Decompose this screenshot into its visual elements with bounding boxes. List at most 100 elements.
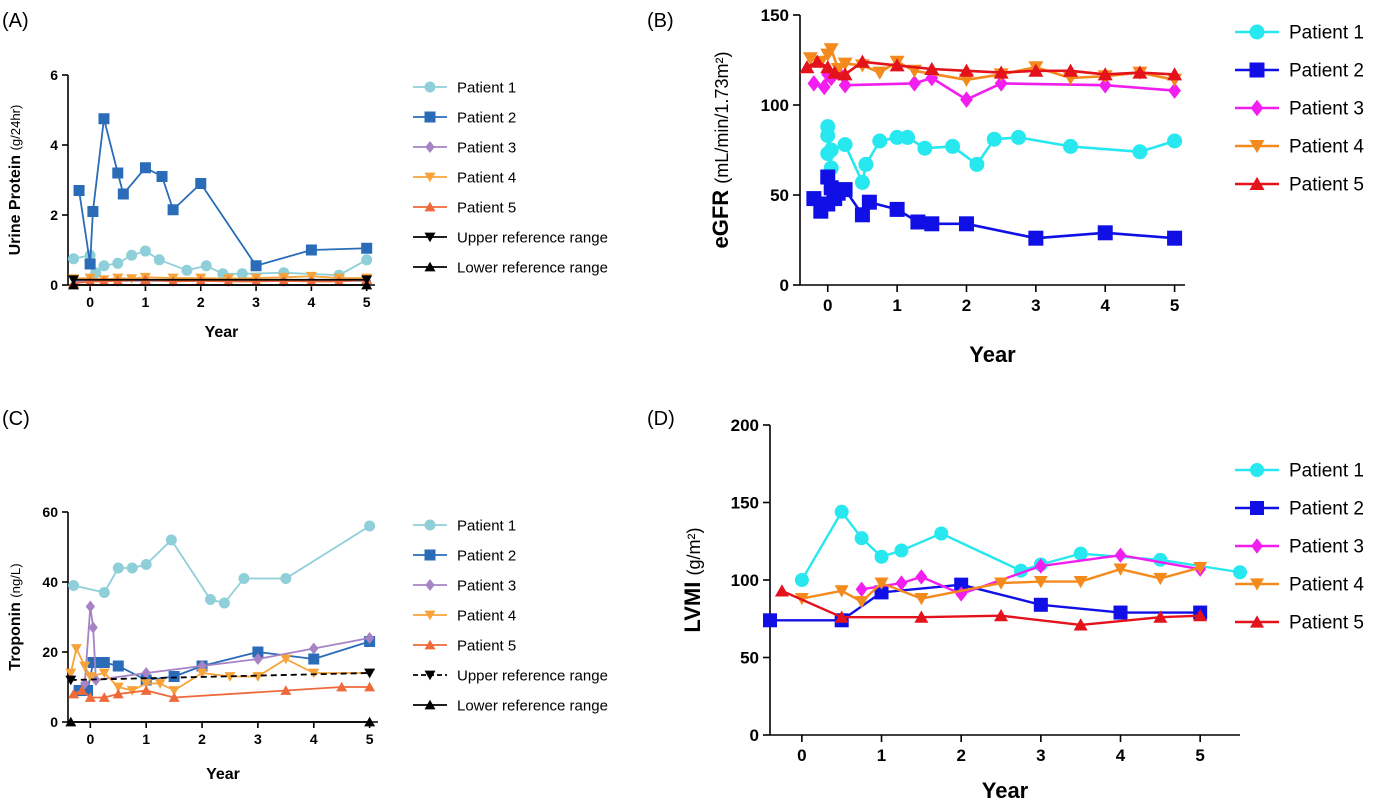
panel-c-y-tick-label: 0 <box>50 714 58 730</box>
panel-c-point-patient-5 <box>336 681 348 692</box>
panel-a-point-patient-5 <box>305 276 317 286</box>
panel-b-x-tick-label: 5 <box>1170 296 1179 315</box>
panel-b-legend-marker <box>1249 176 1265 190</box>
panel-a-legend-label: Patient 5 <box>457 199 516 216</box>
panel-b-point-patient-1 <box>945 138 961 154</box>
panel-d-legend-item-patient-5: Patient 5 <box>1235 613 1364 634</box>
panel-c-point-patient-2 <box>82 685 94 696</box>
panel-c-x-tick-label: 4 <box>310 731 318 747</box>
panel-b-series-patient-2 <box>806 169 1183 246</box>
panel-b-point-patient-1 <box>823 142 839 158</box>
panel-b-point-patient-5 <box>1132 65 1148 79</box>
panel-c-x-tick-label: 3 <box>254 731 262 747</box>
panel-c-y-tick-label: 60 <box>42 504 58 520</box>
panel-d-legend-item-patient-4: Patient 4 <box>1235 575 1364 596</box>
panel-c-legend-label: Patient 1 <box>457 517 516 534</box>
panel-d-point-patient-5 <box>914 610 929 623</box>
panel-a-legend-marker <box>424 232 436 243</box>
panel-b-y-axis-label: eGFR (mL/min/1.73m²) <box>708 51 733 248</box>
panel-d-y-tick-label: 150 <box>731 494 759 513</box>
panel-d-legend-marker <box>1250 501 1264 515</box>
panel-b-axes: 0 50 100 150 0 1 2 3 4 5 Year eGFR (mL/min/1.73m²) <box>708 6 1185 367</box>
panel-d-label: (D) <box>647 408 675 430</box>
panel-c-point-patient-1 <box>218 597 230 609</box>
panel-a-legend-item-patient-3: Patient 3 <box>413 139 516 156</box>
panel-c-point-patient-2 <box>112 660 124 672</box>
panel-d-point-patient-4 <box>914 593 929 606</box>
panel-d-point-patient-4 <box>994 577 1009 590</box>
panel-c-point-patient-4 <box>196 668 208 679</box>
panel-d-x-tick-label: 0 <box>797 746 806 765</box>
panel-b-point-patient-2 <box>924 216 940 232</box>
panel-c-point-patient-4 <box>140 679 152 689</box>
panel-c-legend-label: Lower reference range <box>457 697 608 714</box>
panel-d-point-patient-1 <box>874 549 889 564</box>
panel-b-y-tick-label: 50 <box>770 186 789 205</box>
panel-c-x-tick-label: 1 <box>142 731 150 747</box>
panel-c-point-patient-4 <box>280 654 292 665</box>
panel-c-legend-marker <box>424 549 436 561</box>
panel-c-point-patient-3 <box>80 677 90 690</box>
panel-b-x-tick-label: 0 <box>823 296 832 315</box>
panel-c-point-patient-4 <box>79 661 91 672</box>
panel-a-point-patient-1 <box>112 257 124 269</box>
panel-c-line-patient-3 <box>83 605 370 684</box>
panel-b-point-patient-4 <box>872 66 888 80</box>
panel-d-legend: Patient 1 Patient 2 Patient 3 Patient 4 Pati… <box>1235 461 1364 634</box>
panel-c-legend-label: Upper reference range <box>457 667 608 684</box>
panel-a-legend-marker <box>424 111 436 123</box>
panel-a-legend-item-upper-reference-range: Upper reference range <box>413 229 608 246</box>
panel-b-point-patient-5 <box>924 61 940 75</box>
panel-c-point-patient-4 <box>70 644 82 654</box>
panel-a-point-patient-2 <box>84 258 96 270</box>
panel-c-legend-item-upper-reference-range: Upper reference range <box>413 667 608 684</box>
panel-a-point-patient-2 <box>361 242 373 254</box>
panel-a-y-tick-label: 2 <box>50 207 58 223</box>
panel-b-series-patient-1 <box>820 119 1183 190</box>
panel-c-point-patient-1 <box>280 573 292 584</box>
panel-d-x-tick-label: 5 <box>1195 746 1204 765</box>
panel-c-legend-item-patient-5: Patient 5 <box>413 637 516 654</box>
panel-c-point-patient-5 <box>98 692 110 702</box>
panel-c-series-upper-reference-range <box>65 668 376 686</box>
panel-a-point-patient-1 <box>153 254 165 266</box>
panel-b-legend-marker <box>1249 62 1265 78</box>
panel-d-point-patient-1 <box>894 543 909 558</box>
panel-c-series-patient-5 <box>68 681 376 702</box>
panel-a-x-tick-label: 1 <box>142 294 150 310</box>
panel-d-x-axis-label: Year <box>982 778 1029 803</box>
panel-c-point-patient-2 <box>308 653 320 665</box>
panel-b-point-patient-1 <box>917 140 933 156</box>
panel-c-point-patient-5 <box>140 685 152 695</box>
panel-c-axes: 0 20 40 60 0 1 2 3 4 5 Year Troponin (ng/L) <box>7 504 378 783</box>
panel-b: (B) 0 50 100 150 0 1 2 3 4 5 Year eGFR (mL/min/1.73… <box>647 6 1364 367</box>
panel-d-point-patient-5 <box>774 584 789 597</box>
panel-b-point-patient-5 <box>827 65 843 79</box>
panel-c-point-patient-1 <box>140 559 152 570</box>
panel-c-y-tick-label: 40 <box>42 574 58 590</box>
panel-c-point-patient-5 <box>84 692 96 702</box>
panel-c-legend-item-lower-reference-range: Lower reference range <box>413 697 608 714</box>
panel-a-point-patient-5 <box>84 276 96 286</box>
panel-a-point-patient-5 <box>222 276 234 286</box>
panel-a-legend: Patient 1 Patient 2 Patient 3 Patient 4 Pati… <box>413 79 608 276</box>
panel-b-legend-marker <box>1250 99 1264 117</box>
panel-a-legend-item-patient-1: Patient 1 <box>413 79 516 96</box>
panel-a-point-patient-2 <box>87 206 99 217</box>
panel-a-point-patient-5 <box>167 276 179 286</box>
panel-d-point-patient-1 <box>854 531 869 546</box>
panel-c-x-tick-label: 5 <box>366 731 374 747</box>
panel-c-point-patient-5 <box>76 685 88 695</box>
panel-d-legend-label: Patient 2 <box>1289 499 1364 520</box>
panel-b-point-patient-4 <box>802 52 818 66</box>
panel-b-point-patient-5 <box>1097 67 1113 81</box>
panel-c-point-patient-3 <box>309 642 319 655</box>
panel-a-point-patient-2 <box>305 244 317 256</box>
panel-b-point-patient-1 <box>858 156 874 172</box>
panel-a-legend-label: Upper reference range <box>457 229 608 246</box>
panel-d-y-axis-label: LVMI (g/m²) <box>680 527 705 632</box>
panel-c-point-patient-1 <box>126 562 138 574</box>
panel-b-point-patient-3 <box>1168 82 1181 99</box>
panel-b-point-patient-5 <box>1028 63 1044 77</box>
panel-c-legend-marker <box>425 578 435 592</box>
